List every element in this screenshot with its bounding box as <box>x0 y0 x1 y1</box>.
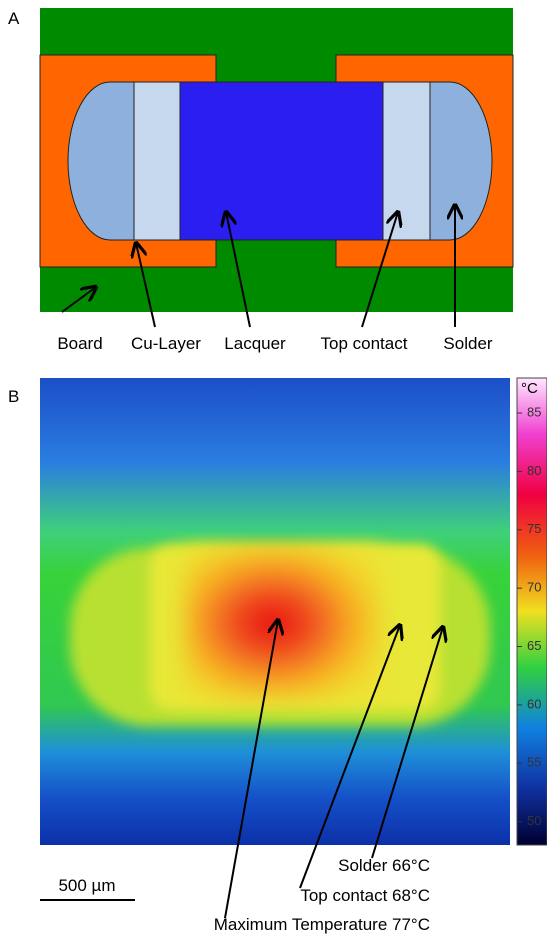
part-label: Lacquer <box>224 334 286 353</box>
panel-label: B <box>8 387 19 406</box>
part-label: Top contact <box>321 334 408 353</box>
colorbar-tick-label: 70 <box>527 580 541 595</box>
annotations: Solder 66°C Top contact 68°C Maximum Tempe… <box>214 856 430 934</box>
colorbar-unit: °C <box>521 380 538 397</box>
colorbar-tick-label: 55 <box>527 755 541 770</box>
figure: A Board Cu-Layer Lacquer Top contact Solder … <box>0 0 547 941</box>
page: {"panel_a":{"label":"A","parts":["Board"… <box>0 0 547 941</box>
annotation: Top contact 68°C <box>300 886 430 905</box>
thermal-image <box>40 378 510 845</box>
part-labels: Board Cu-Layer Lacquer Top contact Solder <box>57 334 493 353</box>
colorbar-tick-label: 85 <box>527 404 541 419</box>
colorbar-tick-label: 60 <box>527 696 541 711</box>
colorbar <box>517 378 547 845</box>
part-label: Cu-Layer <box>131 334 201 353</box>
annotation: Maximum Temperature 77°C <box>214 915 430 934</box>
colorbar-tick-label: 75 <box>527 521 541 536</box>
scale-label: 500 µm <box>58 876 115 895</box>
part-label: Solder <box>443 334 492 353</box>
part-label: Board <box>57 334 102 353</box>
colorbar-tick-label: 50 <box>527 813 541 828</box>
colorbar-tick-label: 65 <box>527 638 541 653</box>
board-diagram <box>40 8 513 312</box>
annotation: Solder 66°C <box>338 856 430 875</box>
panel-label: A <box>8 9 20 28</box>
colorbar-tick-label: 80 <box>527 463 541 478</box>
